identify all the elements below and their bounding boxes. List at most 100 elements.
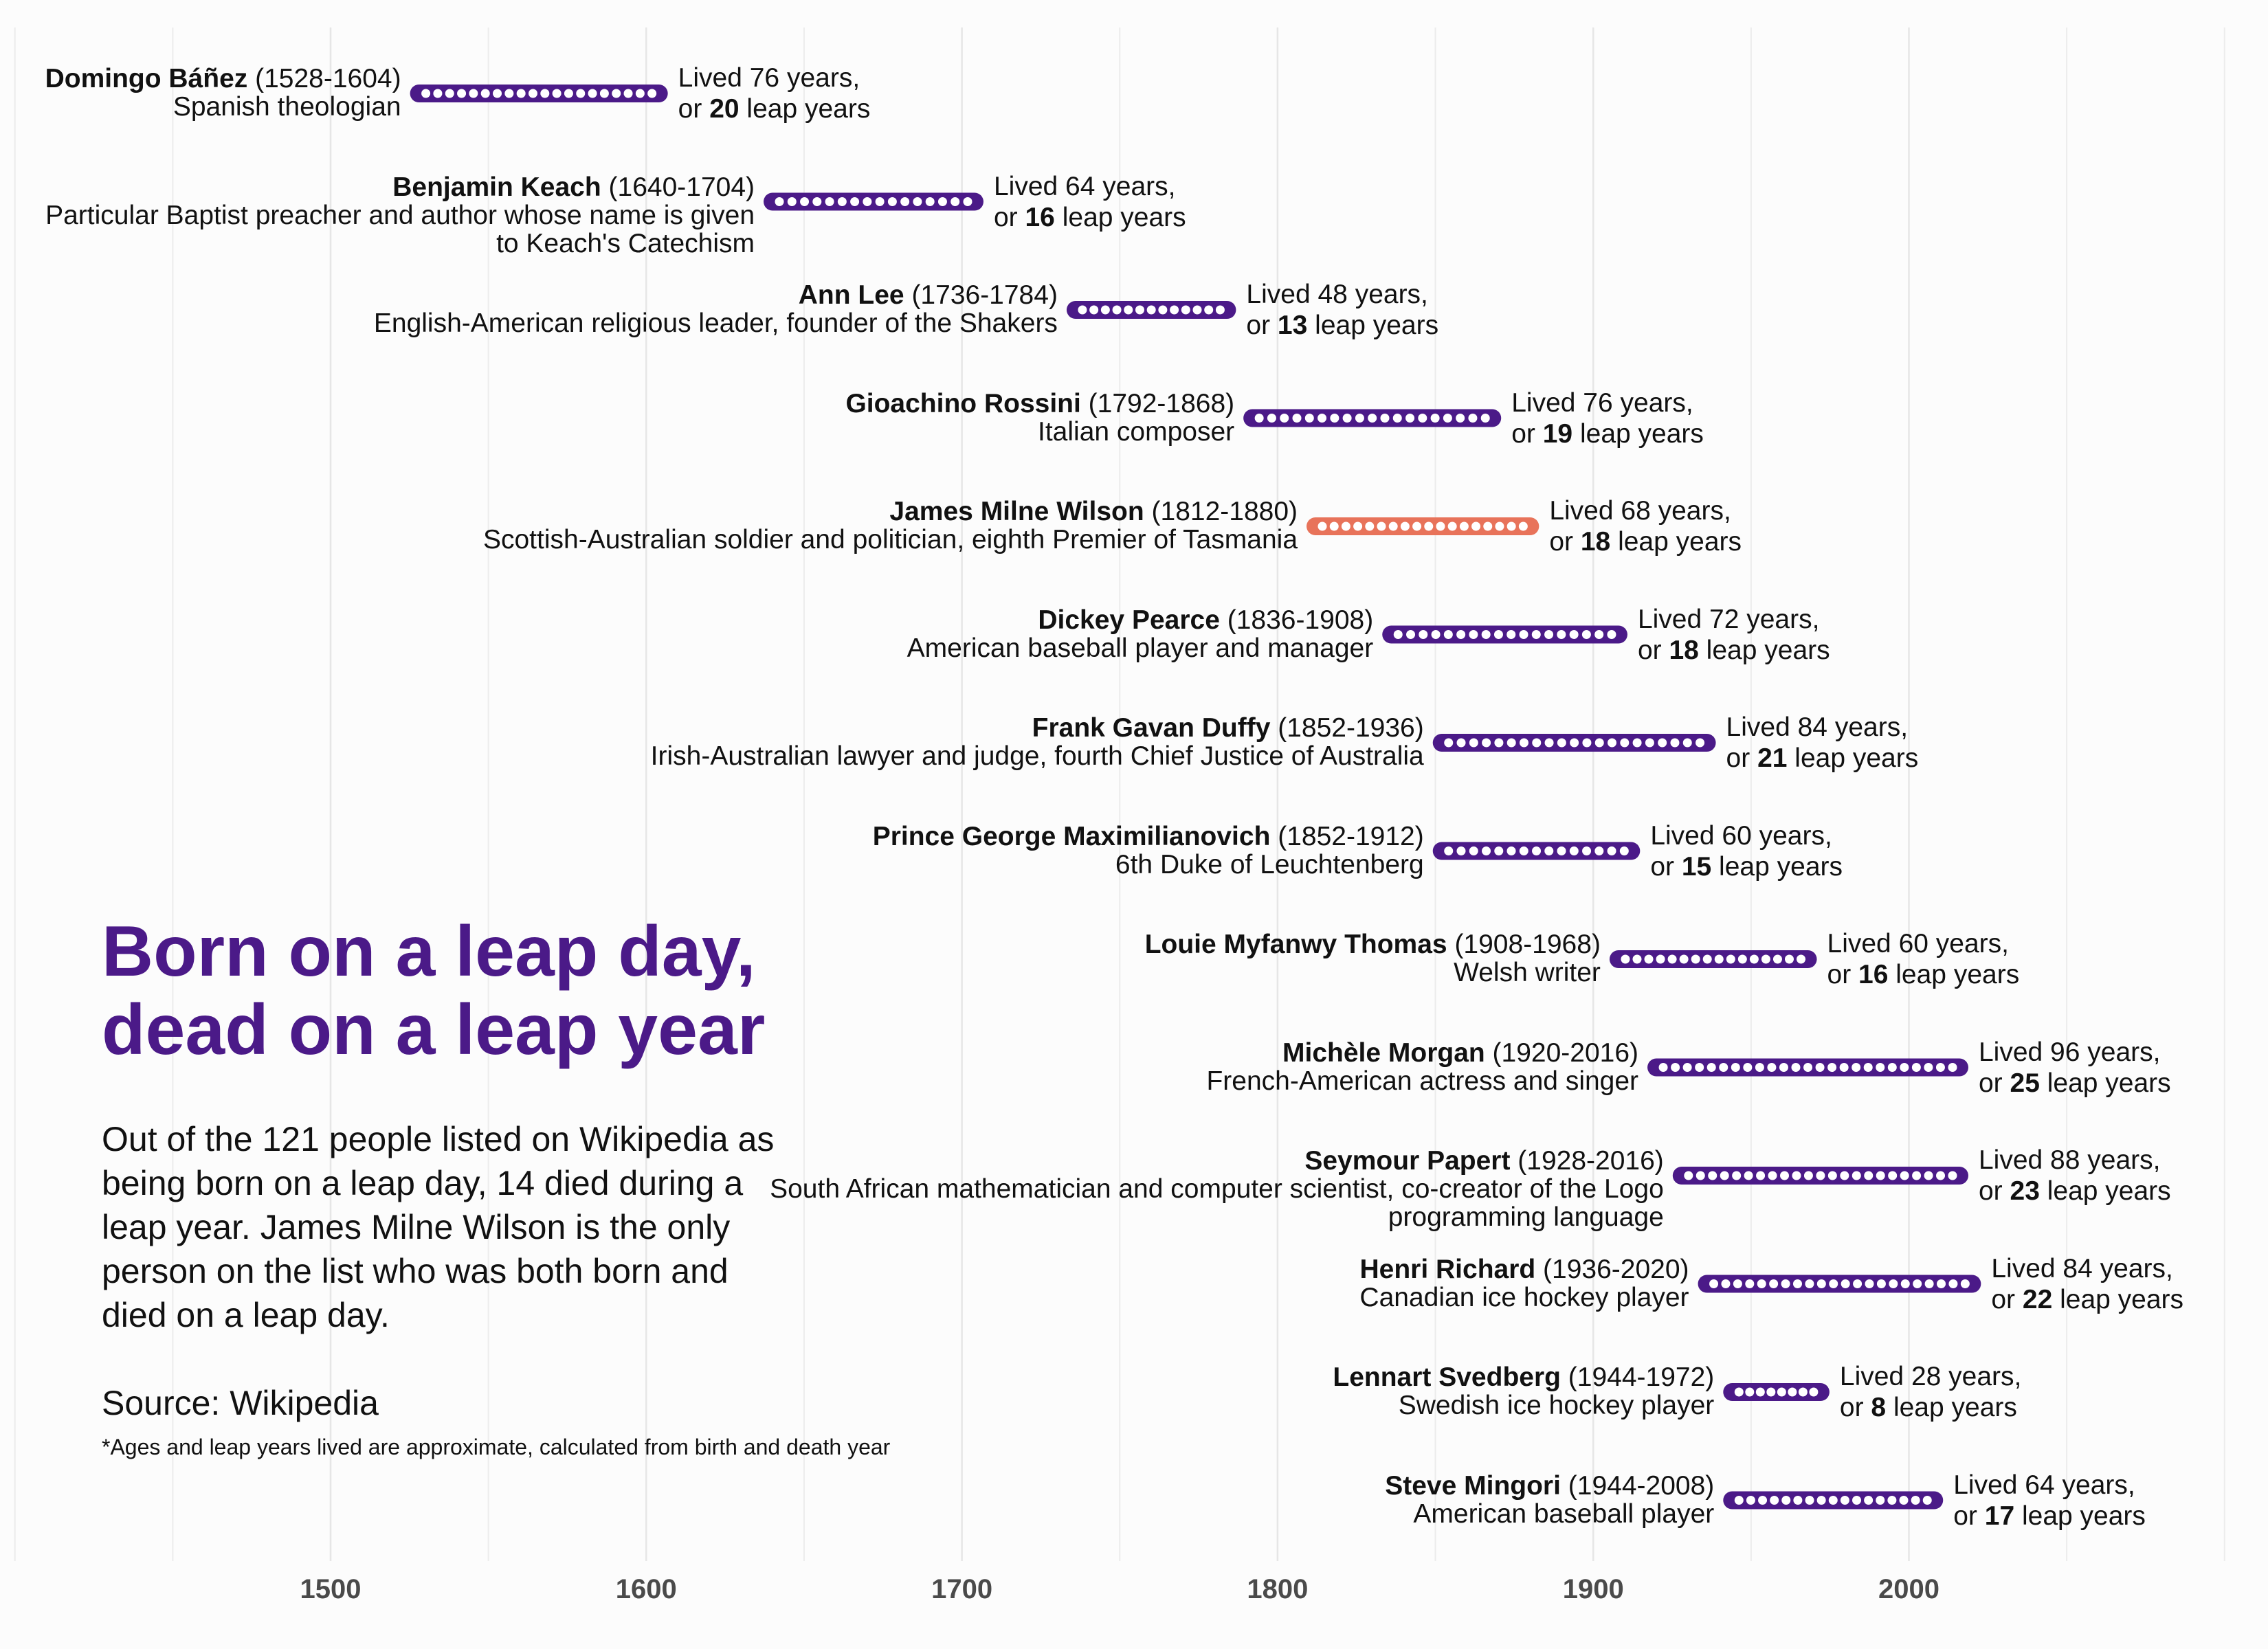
leap-year-marker <box>1791 1063 1801 1072</box>
leap-year-marker <box>1469 846 1478 855</box>
person-label: Benjamin Keach (1640-1704) Particular Bap… <box>26 173 755 258</box>
leap-year-marker <box>1418 414 1427 423</box>
leap-year-marker <box>1368 414 1377 423</box>
leap-year-marker <box>1621 954 1630 964</box>
leap-year-marker <box>1424 521 1434 531</box>
lifespan-stat: Lived 84 years, or 21 leap years <box>1726 712 1919 774</box>
leap-year-marker <box>1948 1171 1957 1180</box>
leap-year-marker <box>1419 630 1428 639</box>
person-name: Lennart Svedberg <box>1333 1362 1561 1392</box>
leap-year-marker <box>516 89 526 98</box>
leap-year-marker <box>1744 1171 1753 1180</box>
leap-years-lived: or 21 leap years <box>1726 743 1919 774</box>
leap-years-count: 16 <box>1858 960 1889 989</box>
leap-year-marker <box>1803 1171 1813 1180</box>
leap-year-marker <box>588 89 597 98</box>
leap-years-prefix: or <box>1953 1501 1985 1531</box>
leap-year-marker <box>635 89 645 98</box>
person-description: Swedish ice hockey player <box>1398 1391 1715 1420</box>
leap-year-marker <box>775 197 784 206</box>
person-label: Gioachino Rossini (1792-1868) Italian com… <box>547 390 1234 446</box>
leap-year-marker <box>1913 1279 1922 1288</box>
leap-year-marker <box>552 89 562 98</box>
leap-year-marker <box>1405 414 1415 423</box>
leap-year-marker <box>1342 414 1352 423</box>
leap-year-marker <box>1471 521 1481 531</box>
leap-years-count: 16 <box>1025 202 1055 232</box>
leap-year-marker <box>1254 414 1264 423</box>
leap-year-marker <box>1876 1063 1885 1072</box>
leap-year-marker <box>1482 846 1491 855</box>
person-description: Irish-Australian lawyer and judge, fourt… <box>650 741 1424 771</box>
leap-year-marker <box>1532 738 1542 748</box>
person-name: Frank Gavan Duffy <box>1032 713 1271 743</box>
years-lived: Lived 48 years, <box>1246 280 1428 309</box>
person-name: Louie Myfanwy Thomas <box>1144 930 1447 959</box>
person-heading: Domingo Báñez (1528-1604) <box>16 65 401 93</box>
leap-year-marker <box>1469 630 1478 639</box>
person-heading: Ann Lee (1736-1784) <box>61 281 1058 309</box>
leap-years-lived: or 22 leap years <box>1991 1284 2183 1315</box>
leap-year-marker <box>1468 414 1478 423</box>
leap-year-marker <box>1267 414 1276 423</box>
leap-year-marker <box>1353 521 1363 531</box>
years-lived: Lived 72 years, <box>1637 604 1820 634</box>
leap-year-marker <box>1852 1063 1861 1072</box>
leap-year-marker <box>1430 414 1440 423</box>
person-heading: Steve Mingori (1944-2008) <box>1027 1472 1714 1500</box>
leap-year-marker <box>1656 954 1665 964</box>
leap-years-suffix: leap years <box>1054 202 1186 232</box>
leap-year-marker <box>800 197 810 206</box>
leap-years-lived: or 13 leap years <box>1246 310 1438 341</box>
leap-year-marker <box>1709 1279 1719 1288</box>
leap-years-count: 20 <box>709 94 740 124</box>
leap-year-marker <box>1720 1171 1729 1180</box>
leap-year-marker <box>1809 1387 1819 1397</box>
leap-year-marker <box>1494 846 1504 855</box>
leap-year-marker <box>1755 1063 1764 1072</box>
leap-year-marker <box>1482 738 1491 748</box>
leap-year-marker <box>1679 954 1689 964</box>
leap-year-marker <box>1481 630 1491 639</box>
leap-years-suffix: leap years <box>1610 527 1742 557</box>
leap-year-marker <box>1828 1496 1838 1505</box>
person-label: Dickey Pearce (1836-1908) American baseba… <box>686 606 1374 662</box>
person-description: Particular Baptist preacher and author w… <box>45 200 755 258</box>
chart-title: Born on a leap day, dead on a leap year <box>102 912 766 1070</box>
lifespan-stat: Lived 96 years, or 25 leap years <box>1979 1037 2171 1099</box>
leap-year-marker <box>900 197 910 206</box>
leap-years-count: 25 <box>2010 1068 2040 1098</box>
leap-years-suffix: leap years <box>1888 960 2020 989</box>
leap-years-suffix: leap years <box>2014 1501 2146 1531</box>
person-description: Scottish-Australian soldier and politici… <box>482 525 1298 554</box>
leap-year-marker <box>1412 521 1422 531</box>
chart-source: Source: Wikipedia <box>102 1384 379 1422</box>
leap-year-marker <box>564 89 573 98</box>
person-label: Domingo Báñez (1528-1604) Spanish theolog… <box>16 65 401 121</box>
person-years: (1528-1604) <box>247 64 401 93</box>
leap-year-marker <box>1483 521 1493 531</box>
person-heading: Prince George Maximilianovich (1852-1912… <box>737 822 1424 851</box>
leap-year-marker <box>1816 1496 1826 1505</box>
leap-year-marker <box>1459 521 1469 531</box>
leap-year-marker <box>1863 1063 1873 1072</box>
leap-years-lived: or 18 leap years <box>1638 635 1830 666</box>
leap-year-marker <box>1746 1496 1755 1505</box>
leap-years-lived: or 16 leap years <box>1827 959 2020 990</box>
leap-years-lived: or 8 leap years <box>1840 1392 2022 1423</box>
leap-year-marker <box>1924 1171 1933 1180</box>
leap-year-marker <box>1888 1171 1898 1180</box>
leap-year-marker <box>1388 521 1398 531</box>
person-name: Michèle Morgan <box>1282 1037 1485 1068</box>
person-name: Ann Lee <box>798 280 904 310</box>
leap-year-marker <box>1192 305 1202 315</box>
person-years: (1852-1912) <box>1270 821 1424 851</box>
leap-year-marker <box>1781 1496 1791 1505</box>
leap-year-marker <box>1658 738 1667 748</box>
leap-year-marker <box>1865 1279 1874 1288</box>
leap-years-count: 23 <box>2010 1176 2040 1206</box>
person-years: (1920-2016) <box>1485 1037 1639 1068</box>
leap-year-marker <box>1876 1279 1886 1288</box>
